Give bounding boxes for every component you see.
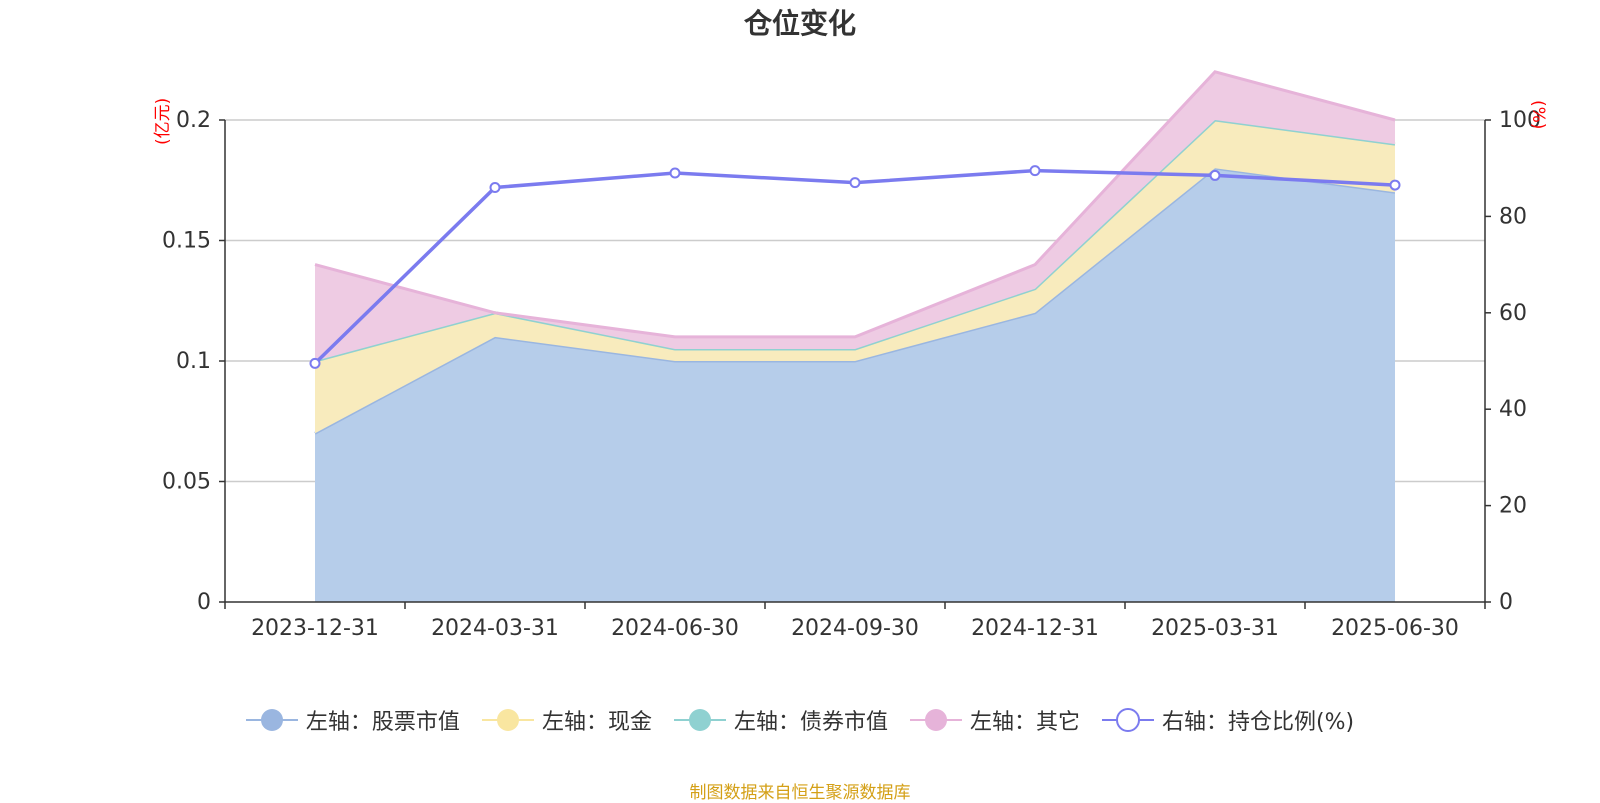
ratio-point xyxy=(309,357,321,369)
area-line-3 xyxy=(314,70,1396,339)
data-source-note: 制图数据来自恒生聚源数据库 xyxy=(689,783,911,803)
right-tick-label: 20 xyxy=(1499,494,1527,519)
legend: 左轴：股票市值 左轴：现金 左轴：债券市值 左轴：其它 右轴：持仓比例(%) xyxy=(0,704,1600,736)
legend-bond-icon xyxy=(673,709,726,731)
legend-label-bond: 左轴：债券市值 xyxy=(733,710,888,735)
legend-stock-icon xyxy=(245,709,298,731)
right-tick-label: 0 xyxy=(1499,590,1513,615)
x-tick-label: 2024-03-31 xyxy=(431,616,559,641)
ratio-point xyxy=(1389,179,1401,191)
right-axis-unit: (%) xyxy=(1528,100,1548,130)
legend-item-other[interactable]: 左轴：其它 xyxy=(909,704,1080,736)
legend-item-cash[interactable]: 左轴：现金 xyxy=(481,704,652,736)
right-tick-label: 60 xyxy=(1499,301,1527,326)
left-axis-unit: (亿元) xyxy=(153,97,173,145)
left-tick-label: 0.2 xyxy=(176,108,211,133)
legend-label-ratio: 右轴：持仓比例(%) xyxy=(1161,710,1355,735)
legend-label-cash: 左轴：现金 xyxy=(541,710,652,735)
x-tick-label: 2024-09-30 xyxy=(791,616,919,641)
legend-item-stock[interactable]: 左轴：股票市值 xyxy=(245,704,460,736)
ratio-point xyxy=(1209,169,1221,181)
legend-item-bond[interactable]: 左轴：债券市值 xyxy=(673,704,888,736)
ratio-point xyxy=(1029,165,1041,177)
area-1 xyxy=(315,120,1395,434)
legend-label-other: 左轴：其它 xyxy=(969,710,1080,735)
legend-ratio-icon xyxy=(1101,708,1154,732)
right-tick-label: 100 xyxy=(1499,108,1541,133)
right-tick-label: 40 xyxy=(1499,397,1527,422)
legend-cash-icon xyxy=(481,709,534,731)
chart-title: 仓位变化 xyxy=(743,7,856,40)
x-tick-label: 2024-12-31 xyxy=(971,616,1099,641)
left-tick-label: 0 xyxy=(197,590,211,615)
x-tick-label: 2023-12-31 xyxy=(251,616,379,641)
left-tick-label: 0.05 xyxy=(162,470,211,495)
legend-label-stock: 左轴：股票市值 xyxy=(305,710,460,735)
ratio-point xyxy=(849,177,861,189)
ratio-point xyxy=(669,167,681,179)
ratio-point xyxy=(489,181,501,193)
legend-item-ratio[interactable]: 右轴：持仓比例(%) xyxy=(1101,704,1355,736)
area-0 xyxy=(315,168,1395,602)
legend-other-icon xyxy=(909,709,962,731)
x-tick-label: 2025-06-30 xyxy=(1331,616,1459,641)
x-tick-label: 2025-03-31 xyxy=(1151,616,1279,641)
right-tick-label: 80 xyxy=(1499,204,1527,229)
area-3 xyxy=(315,71,1395,362)
left-tick-label: 0.1 xyxy=(176,349,211,374)
x-tick-label: 2024-06-30 xyxy=(611,616,739,641)
left-tick-label: 0.15 xyxy=(162,229,211,254)
